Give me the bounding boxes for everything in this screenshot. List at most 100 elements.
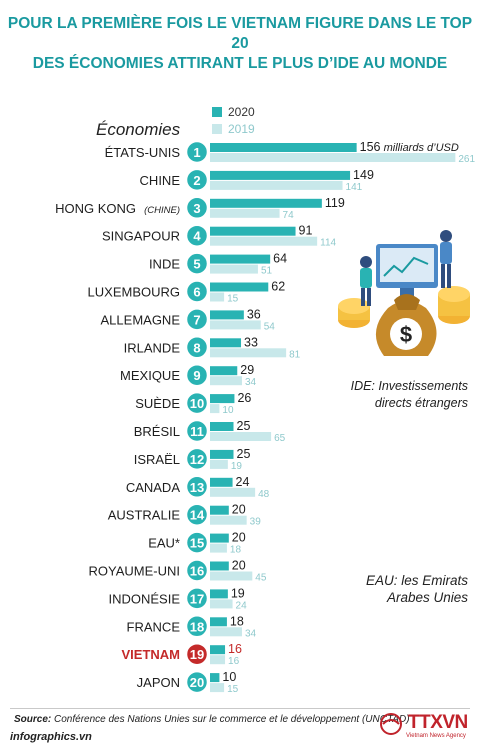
category-label: ÉTATS-UNIS	[105, 145, 181, 160]
rank-badge	[185, 503, 209, 526]
value-label-2019: 45	[255, 573, 267, 584]
bar-2020	[210, 449, 234, 459]
rank-number: 5	[193, 257, 200, 272]
bar-2020	[210, 477, 233, 487]
rank-number: 4	[193, 229, 201, 244]
value-label-2020: 62	[271, 280, 285, 294]
value-label-2019: 261	[458, 154, 475, 165]
source-text: Conférence des Nations Unies sur le comm…	[54, 714, 410, 725]
bar-2019	[210, 683, 225, 693]
rank-number: 2	[193, 173, 200, 188]
rank-number: 20	[190, 675, 204, 690]
value-label-2020: 119	[325, 196, 345, 210]
bar-2019	[210, 599, 233, 609]
rank-number: 10	[190, 396, 204, 411]
bar-2019	[210, 571, 253, 581]
value-label-2019: 114	[320, 238, 336, 249]
ide-note: IDE: Investissements directs étrangers	[326, 378, 468, 412]
bar-2019	[210, 404, 220, 414]
value-label-2020: 91	[299, 224, 313, 238]
bar-2019	[210, 348, 287, 358]
bar-2019	[210, 320, 261, 330]
category-label: FRANCE	[127, 619, 181, 634]
rank-badge	[185, 587, 209, 610]
category-label: EAU*	[148, 536, 180, 551]
category-label: CHINE	[140, 173, 181, 188]
bar-2020	[210, 422, 234, 431]
bar-2019	[210, 264, 258, 274]
legend-label-2020: 2020	[228, 104, 255, 119]
site-link[interactable]: infographics.vn	[10, 731, 92, 743]
value-label-2019: 39	[250, 517, 262, 528]
rank-badge	[185, 336, 209, 359]
rank-number: 9	[193, 368, 200, 383]
unit-label: milliards d’USD	[384, 142, 459, 154]
rank-badge	[185, 447, 209, 471]
value-label-2019: 34	[245, 377, 257, 388]
value-label-2019: 19	[231, 461, 243, 472]
value-label-2019: 65	[274, 433, 286, 444]
bar-2020	[210, 254, 271, 264]
value-label-2020: 156	[360, 140, 381, 154]
bar-2020	[210, 310, 244, 320]
rank-badge	[185, 224, 209, 247]
value-label-2019: 81	[289, 349, 301, 360]
value-label-2019: 48	[258, 489, 270, 500]
bar-2020	[210, 505, 229, 515]
category-label: SINGAPOUR	[102, 229, 180, 244]
category-label: ALLEMAGNE	[101, 312, 181, 327]
value-label-2020: 36	[247, 307, 261, 321]
bar-2019	[210, 153, 456, 162]
rank-number: 15	[190, 536, 204, 551]
value-label-2019: 16	[228, 656, 240, 667]
rank-badge	[185, 531, 209, 554]
bar-2019	[210, 180, 343, 190]
rank-badge	[185, 140, 209, 164]
bar-2020	[210, 673, 220, 683]
rank-number: 11	[190, 424, 204, 439]
category-label: VIETNAM	[122, 647, 181, 662]
category-label: IRLANDE	[124, 340, 181, 355]
ide-note-line-1: IDE: Investissements	[350, 379, 468, 393]
source-label: Source:	[14, 714, 52, 725]
value-label-2019: 24	[236, 600, 248, 611]
value-label-2019: 51	[261, 266, 273, 277]
value-label-2020: 24	[236, 475, 250, 489]
bar-2019	[210, 543, 227, 553]
rank-number: 3	[193, 201, 200, 216]
bar-2019	[210, 376, 242, 386]
bar-2019	[210, 627, 242, 637]
rank-badge	[185, 391, 209, 415]
money-bag-illustration: $	[338, 230, 470, 356]
rank-number: 18	[190, 619, 204, 634]
bar-2019	[210, 459, 228, 469]
value-label-2019: 10	[222, 405, 234, 416]
value-label-2020: 16	[228, 642, 242, 656]
value-label-2020: 18	[230, 614, 244, 628]
money-bag-icon: $	[338, 230, 470, 356]
rank-number: 7	[193, 312, 200, 327]
value-label-2020: 19	[231, 586, 245, 600]
category-label: JAPON	[137, 675, 180, 690]
category-label: ISRAËL	[134, 452, 180, 467]
bar-2019	[210, 208, 280, 218]
bar-2020	[210, 338, 242, 348]
rank-badge	[185, 670, 209, 694]
rank-number: 14	[190, 508, 205, 523]
rank-badge	[185, 642, 209, 666]
value-label-2020: 26	[237, 391, 251, 405]
value-label-2019: 54	[264, 321, 276, 332]
category-label: LUXEMBOURG	[88, 285, 180, 300]
ide-note-line-2: directs étrangers	[374, 396, 468, 410]
bar-2019	[210, 515, 247, 525]
value-label-2020: 20	[232, 531, 246, 545]
bar-2019	[210, 432, 272, 441]
category-label: BRÉSIL	[134, 424, 180, 439]
rank-badge	[185, 280, 209, 303]
value-label-2020: 29	[240, 363, 254, 377]
rank-badge	[185, 196, 209, 220]
title-line-2: DES ÉCONOMIES ATTIRANT LE PLUS D’IDE AU …	[32, 55, 448, 72]
bar-2020	[210, 589, 228, 599]
bar-2020	[210, 394, 235, 404]
